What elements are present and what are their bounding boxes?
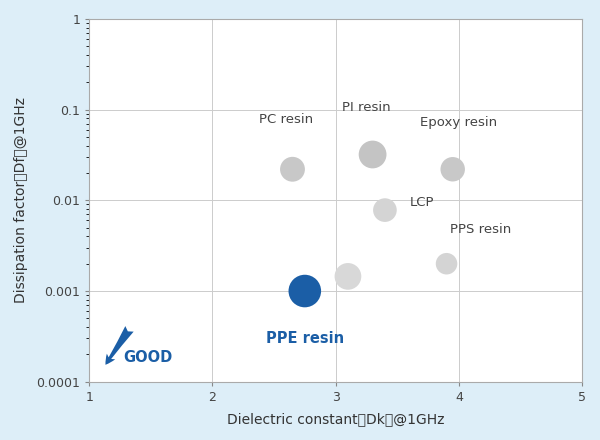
Text: PPS resin: PPS resin [451, 223, 512, 236]
Point [287, 166, 297, 173]
Point [448, 166, 458, 173]
Text: PI resin: PI resin [342, 101, 391, 114]
Point [343, 273, 353, 280]
Text: PC resin: PC resin [259, 113, 313, 126]
Text: GOOD: GOOD [124, 350, 173, 365]
Text: Epoxy resin: Epoxy resin [421, 116, 497, 128]
Y-axis label: Dissipation factor（Df）@1GHz: Dissipation factor（Df）@1GHz [14, 97, 28, 303]
Text: LCP: LCP [410, 196, 434, 209]
Text: PPE resin: PPE resin [266, 331, 344, 346]
Point [368, 151, 377, 158]
Point [380, 207, 390, 214]
X-axis label: Dielectric constant（Dk）@1GHz: Dielectric constant（Dk）@1GHz [227, 412, 445, 426]
Point [442, 260, 451, 267]
Point [300, 287, 310, 294]
